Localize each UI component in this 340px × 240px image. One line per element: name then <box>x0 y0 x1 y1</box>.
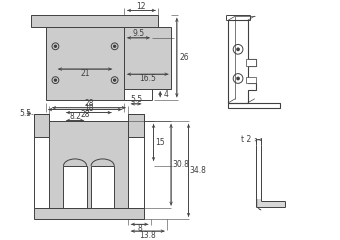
Bar <box>124 27 171 89</box>
Bar <box>246 77 256 83</box>
Text: 5.5: 5.5 <box>19 109 31 118</box>
Text: 15: 15 <box>156 138 165 147</box>
Bar <box>49 121 128 208</box>
Circle shape <box>114 79 116 81</box>
Bar <box>64 166 87 208</box>
Bar <box>34 114 49 137</box>
Bar <box>91 166 114 208</box>
Circle shape <box>237 77 239 80</box>
Text: 30.8: 30.8 <box>172 160 189 169</box>
Circle shape <box>237 48 239 50</box>
Bar <box>46 27 124 100</box>
Circle shape <box>54 45 56 47</box>
Circle shape <box>54 79 56 81</box>
Text: 8: 8 <box>137 224 142 233</box>
Text: 12: 12 <box>137 2 146 11</box>
Text: 13.8: 13.8 <box>139 230 156 240</box>
Text: 34.8: 34.8 <box>190 166 207 175</box>
Text: 21: 21 <box>80 69 90 78</box>
Text: 28: 28 <box>80 110 90 119</box>
Text: 8.2: 8.2 <box>69 112 81 121</box>
Text: 26: 26 <box>180 53 189 62</box>
Text: 28: 28 <box>84 99 94 108</box>
Circle shape <box>114 45 116 47</box>
Text: 4: 4 <box>164 90 168 99</box>
Text: 18: 18 <box>84 104 94 113</box>
Text: t 2: t 2 <box>241 135 251 144</box>
Bar <box>34 208 144 219</box>
Bar <box>128 114 144 137</box>
Text: 5.5: 5.5 <box>130 96 142 104</box>
Text: 16.5: 16.5 <box>139 74 156 83</box>
Bar <box>32 15 158 27</box>
Text: 9.5: 9.5 <box>132 30 144 38</box>
Bar <box>246 59 256 66</box>
